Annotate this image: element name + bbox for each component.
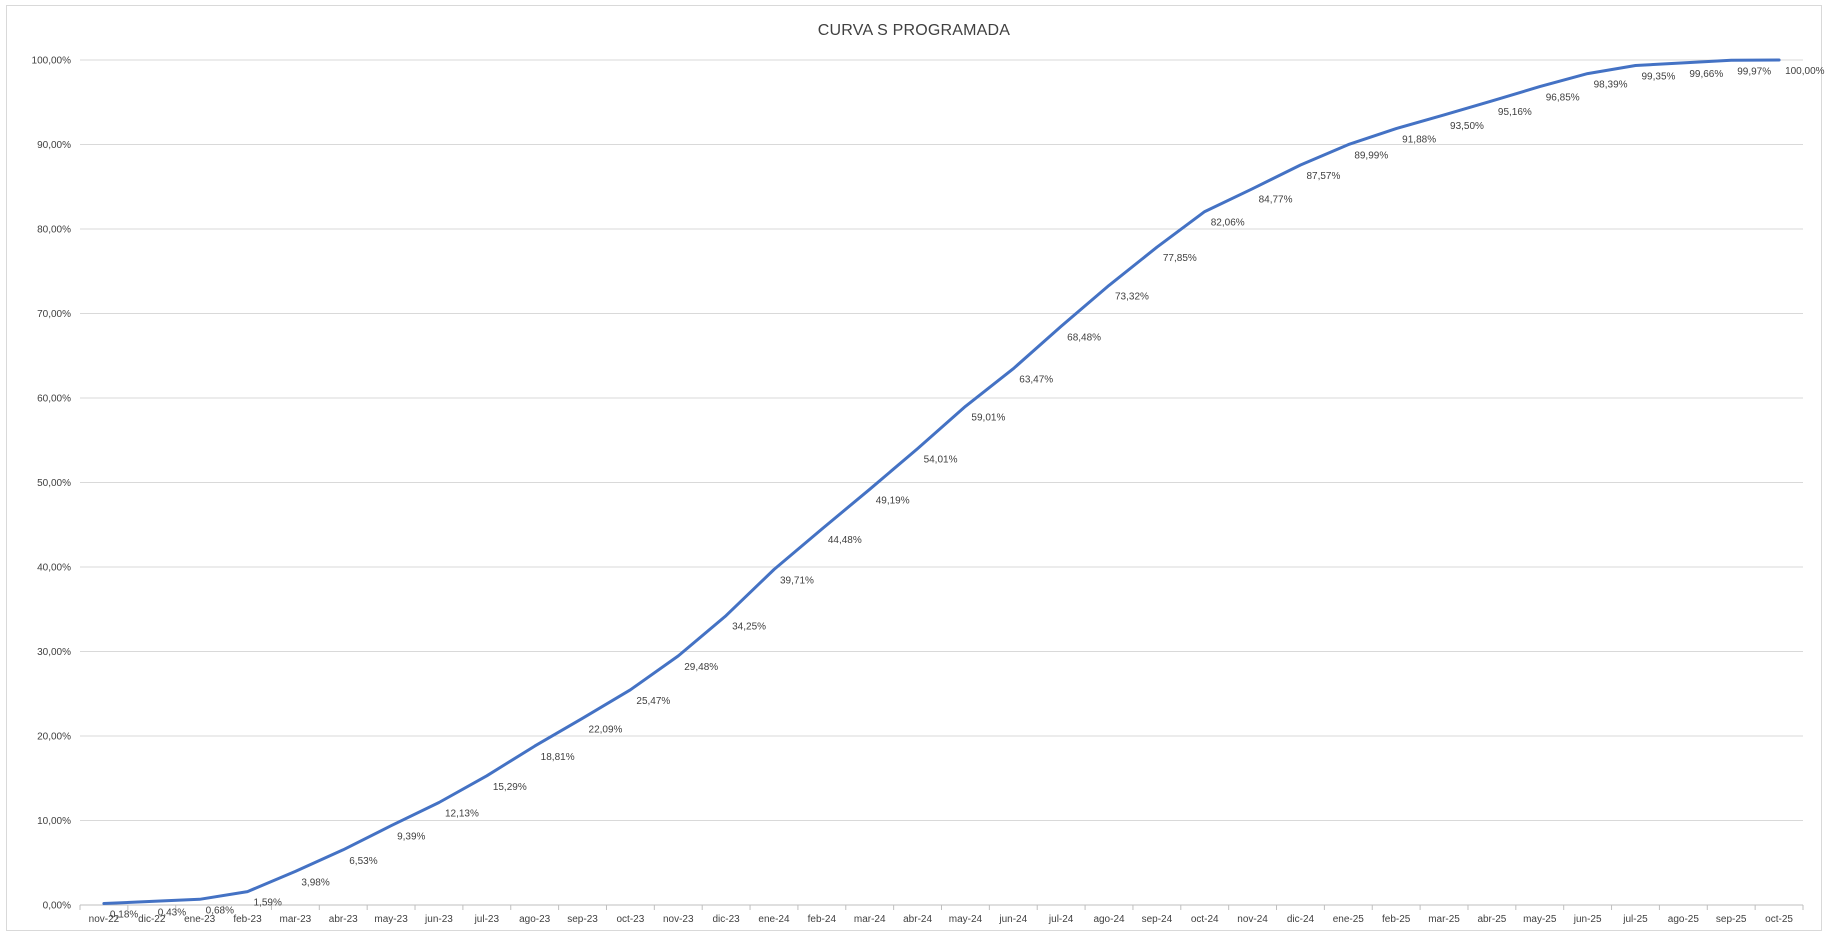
x-tick-label: feb-25	[1382, 914, 1411, 925]
data-label: 99,97%	[1737, 66, 1771, 77]
data-label: 89,99%	[1354, 151, 1388, 162]
y-tick-label: 60,00%	[37, 394, 71, 405]
data-label: 93,50%	[1450, 121, 1484, 132]
chart-title: CURVA S PROGRAMADA	[817, 22, 1011, 39]
x-tick-label: dic-23	[713, 914, 741, 925]
y-tick-label: 70,00%	[37, 309, 71, 320]
x-axis-tick-labels: nov-22 dic-22 ene-23 feb-23 mar-23 abr-23 may-…	[89, 914, 1794, 925]
x-tick-label: sep-25	[1716, 914, 1747, 925]
data-label: 15,29%	[493, 782, 527, 793]
data-label: 73,32%	[1115, 291, 1149, 302]
chart-area	[6, 5, 1822, 931]
x-tick-label: oct-24	[1191, 914, 1219, 925]
y-tick-label: 10,00%	[37, 816, 71, 827]
x-tick-label: mar-23	[280, 914, 312, 925]
x-tick-label: abr-23	[329, 914, 358, 925]
y-tick-label: 90,00%	[37, 140, 71, 151]
x-tick-label: ago-24	[1093, 914, 1125, 925]
x-tick-label: feb-23	[233, 914, 262, 925]
data-label: 0,18%	[110, 909, 138, 920]
data-label: 59,01%	[971, 412, 1005, 423]
x-tick-label: may-25	[1523, 914, 1557, 925]
data-label: 77,85%	[1163, 253, 1197, 264]
y-tick-label: 80,00%	[37, 225, 71, 236]
x-tick-label: ago-23	[519, 914, 551, 925]
x-tick-label: sep-24	[1142, 914, 1173, 925]
y-tick-label: 20,00%	[37, 732, 71, 743]
data-label: 29,48%	[684, 662, 718, 673]
x-tick-label: mar-25	[1428, 914, 1460, 925]
y-tick-label: 100,00%	[32, 56, 72, 67]
x-tick-label: sep-23	[567, 914, 598, 925]
x-tick-label: jul-24	[1048, 914, 1074, 925]
x-tick-label: dic-22	[138, 914, 166, 925]
x-tick-label: nov-24	[1237, 914, 1268, 925]
data-label: 22,09%	[589, 724, 623, 735]
data-label: 1,59%	[254, 898, 282, 909]
series-line	[102, 58, 1781, 905]
data-label: 100,00%	[1785, 66, 1825, 77]
x-tick-label: dic-24	[1287, 914, 1315, 925]
series-layer	[102, 58, 1781, 905]
x-tick-label: ago-25	[1668, 914, 1700, 925]
y-tick-label: 30,00%	[37, 647, 71, 658]
data-label: 49,19%	[876, 495, 910, 506]
data-labels: 0,18% 0,43% 0,68% 1,59% 3,98% 6,53% 9,39% 12,13…	[110, 66, 1825, 920]
x-tick-label: oct-23	[617, 914, 645, 925]
data-label: 96,85%	[1546, 93, 1580, 104]
gridlines	[79, 59, 1804, 910]
x-tick-label: jul-23	[474, 914, 500, 925]
data-label: 39,71%	[780, 575, 814, 586]
data-label: 87,57%	[1306, 171, 1340, 182]
data-label: 84,77%	[1259, 195, 1293, 206]
data-label: 6,53%	[349, 856, 377, 867]
x-tick-label: ene-25	[1333, 914, 1365, 925]
x-tick-label: mar-24	[854, 914, 886, 925]
x-tick-label: may-23	[374, 914, 408, 925]
data-label: 99,66%	[1689, 69, 1723, 80]
data-label: 9,39%	[397, 832, 425, 843]
data-label: 91,88%	[1402, 135, 1436, 146]
x-tick-label: may-24	[949, 914, 983, 925]
data-label: 18,81%	[541, 752, 575, 763]
data-label: 63,47%	[1019, 375, 1053, 386]
data-label: 82,06%	[1211, 218, 1245, 229]
data-label: 95,16%	[1498, 107, 1532, 118]
x-tick-label: feb-24	[808, 914, 837, 925]
data-label: 25,47%	[636, 696, 670, 707]
data-label: 98,39%	[1594, 80, 1628, 91]
y-axis-tick-labels: 0,00% 10,00% 20,00% 30,00% 40,00% 50,00% 60,00…	[32, 56, 72, 912]
y-tick-label: 50,00%	[37, 478, 71, 489]
data-label: 99,35%	[1641, 71, 1675, 82]
data-label: 3,98%	[301, 877, 329, 888]
x-tick-label: oct-25	[1765, 914, 1793, 925]
data-label: 0,68%	[206, 905, 234, 916]
x-tick-label: nov-22	[89, 914, 120, 925]
data-label: 34,25%	[732, 622, 766, 633]
x-tick-label: ene-23	[184, 914, 216, 925]
data-label: 44,48%	[828, 535, 862, 546]
y-tick-label: 0,00%	[43, 901, 71, 912]
data-label: 0,43%	[158, 907, 186, 918]
x-tick-label: abr-25	[1477, 914, 1506, 925]
data-label: 54,01%	[924, 455, 958, 466]
x-tick-label: ene-24	[758, 914, 790, 925]
x-tick-label: nov-23	[663, 914, 694, 925]
x-tick-label: abr-24	[903, 914, 932, 925]
x-tick-label: jun-24	[998, 914, 1027, 925]
x-tick-label: jul-25	[1622, 914, 1648, 925]
data-label: 12,13%	[445, 809, 479, 820]
x-tick-label: jun-23	[424, 914, 453, 925]
y-tick-label: 40,00%	[37, 563, 71, 574]
data-label: 68,48%	[1067, 332, 1101, 343]
x-tick-label: jun-25	[1573, 914, 1602, 925]
